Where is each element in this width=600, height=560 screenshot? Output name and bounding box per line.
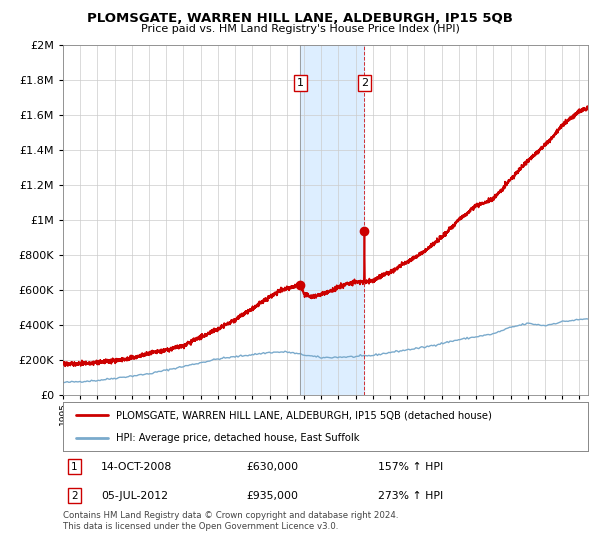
Text: HPI: Average price, detached house, East Suffolk: HPI: Average price, detached house, East… [115,433,359,443]
Text: £630,000: £630,000 [247,461,299,472]
Text: 1: 1 [297,78,304,88]
Text: Contains HM Land Registry data © Crown copyright and database right 2024.
This d: Contains HM Land Registry data © Crown c… [63,511,398,531]
Text: 273% ↑ HPI: 273% ↑ HPI [378,491,443,501]
Text: Price paid vs. HM Land Registry's House Price Index (HPI): Price paid vs. HM Land Registry's House … [140,24,460,34]
Text: 2: 2 [71,491,78,501]
Text: 05-JUL-2012: 05-JUL-2012 [101,491,168,501]
Text: 2: 2 [361,78,368,88]
Text: 1: 1 [71,461,78,472]
Text: 157% ↑ HPI: 157% ↑ HPI [378,461,443,472]
Text: £935,000: £935,000 [247,491,299,501]
Text: PLOMSGATE, WARREN HILL LANE, ALDEBURGH, IP15 5QB: PLOMSGATE, WARREN HILL LANE, ALDEBURGH, … [87,12,513,25]
Text: PLOMSGATE, WARREN HILL LANE, ALDEBURGH, IP15 5QB (detached house): PLOMSGATE, WARREN HILL LANE, ALDEBURGH, … [115,410,491,421]
Bar [301,45,364,395]
Text: 14-OCT-2008: 14-OCT-2008 [101,461,172,472]
